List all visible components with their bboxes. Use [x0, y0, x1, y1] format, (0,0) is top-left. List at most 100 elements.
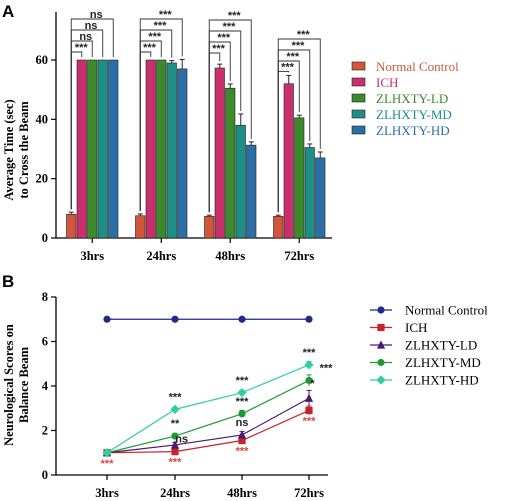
significance-label: ***: [212, 43, 226, 55]
point-zlhxty-ld: [170, 440, 180, 449]
significance-label: ***: [75, 42, 89, 54]
red-significance-label: ***: [303, 415, 317, 427]
legend-a-label: ZLHXTY-MD: [376, 107, 452, 122]
bar-zlhxty-hd: [315, 157, 326, 239]
chart-b-xtick-label: 72hrs: [294, 486, 324, 500]
chart-b-ylabel-line1: Neurological Scores on: [2, 324, 16, 446]
bar-normal-control: [273, 216, 284, 239]
legend-b-marker: [377, 358, 385, 367]
point-zlhxty-hd: [102, 448, 112, 458]
panel-a-label: A: [2, 2, 14, 21]
significance-bracket: [139, 18, 183, 211]
significance-label: ns: [236, 417, 249, 429]
legend-b-marker: [377, 306, 385, 314]
chart-a-ytick-label: 0: [42, 231, 48, 245]
point-zlhxty-md: [171, 432, 179, 440]
significance-bracket: [70, 18, 114, 210]
point-zlhxty-md: [238, 410, 246, 418]
chart-b-xtick-label: 48hrs: [227, 486, 257, 500]
significance-label: ns: [85, 20, 98, 32]
bar-zlhxty-hd: [177, 68, 188, 239]
significance-label: ***: [297, 29, 311, 41]
point-zlhxty-ld: [304, 393, 314, 402]
legend-b-marker: [376, 375, 386, 385]
significance-label: ns: [175, 434, 188, 446]
significance-bracket: [277, 38, 321, 213]
legend-b-label: ICH: [405, 320, 427, 335]
significance-label: ***: [286, 51, 300, 63]
legend-b-label: ZLHXTY-HD: [405, 373, 479, 388]
point-zlhxty-md: [305, 376, 313, 385]
significance-label: ***: [292, 40, 306, 52]
legend-a-swatch: [351, 61, 366, 71]
chart-a-ytick-label: 20: [36, 172, 49, 186]
bar-ich: [145, 59, 156, 239]
legend-b-label: Normal Control: [405, 303, 488, 318]
legend-a-label: ICH: [376, 75, 398, 90]
chart-a-xtick-label: 72hrs: [284, 249, 314, 263]
chart-b-ytick-label: 8: [42, 290, 48, 304]
chart-b-ytick-label: 0: [42, 468, 48, 482]
significance-label: ***: [320, 363, 334, 375]
significance-label: ***: [169, 391, 183, 403]
significance-label: *: [310, 378, 315, 390]
bar-normal-control: [204, 216, 215, 239]
significance-label: ***: [159, 9, 173, 21]
chart-a-xtick-label: 3hrs: [80, 249, 104, 263]
bar-zlhxty-md: [304, 147, 315, 239]
legend-b-label: ZLHXTY-LD: [405, 338, 477, 353]
red-significance-label: ***: [236, 446, 250, 458]
significance-label: ***: [223, 21, 237, 33]
significance-label: ns: [79, 31, 92, 43]
legend-b-marker: [376, 340, 386, 349]
bar-zlhxty-ld: [156, 59, 167, 239]
bar-ich: [76, 59, 87, 239]
bar-chart-average-time: Average Time (sec) to Cross the Beam 0 20…: [2, 9, 332, 263]
significance-label: ***: [148, 31, 162, 43]
chart-a-ylabel-line1: Average Time (sec): [2, 99, 16, 200]
point-zlhxty-hd: [237, 388, 247, 398]
significance-bracket: [208, 19, 252, 213]
point-zlhxty-ld: [237, 430, 247, 439]
bar-zlhxty-ld: [225, 87, 236, 239]
chart-b-ytick-label: 2: [42, 424, 48, 438]
significance-label: ***: [228, 10, 242, 22]
significance-label: ***: [281, 61, 295, 73]
chart-a-ytick-label: 40: [36, 112, 49, 126]
significance-label: **: [171, 418, 180, 430]
legend-a-swatch: [351, 77, 366, 87]
line-zlhxty-hd: [106, 364, 310, 454]
legend-a-label: Normal Control: [376, 59, 459, 74]
legend-a-swatch: [351, 93, 366, 103]
significance-label: ***: [236, 375, 250, 387]
chart-a-legend: Normal ControlICHZLHXTY-LDZLHXTY-MDZLHXT…: [351, 59, 459, 138]
bar-ich: [214, 67, 225, 239]
bar-zlhxty-md: [235, 124, 246, 239]
point-normal-control: [103, 315, 111, 323]
point-ich: [305, 406, 313, 415]
point-zlhxty-hd: [304, 360, 314, 370]
bar-zlhxty-ld: [87, 59, 98, 239]
point-normal-control: [171, 315, 179, 323]
bar-zlhxty-ld: [294, 117, 305, 239]
point-zlhxty-hd: [170, 404, 180, 414]
bar-zlhxty-hd: [108, 59, 119, 239]
bar-normal-control: [135, 215, 146, 239]
chart-b-xtick-label: 3hrs: [95, 486, 119, 500]
legend-a-label: ZLHXTY-LD: [376, 91, 448, 106]
legend-b-label: ZLHXTY-MD: [405, 355, 481, 370]
point-ich: [171, 448, 179, 456]
point-normal-control: [238, 315, 246, 323]
chart-a-ylabel-line2: to Cross the Beam: [17, 101, 31, 199]
bar-ich: [283, 83, 294, 239]
legend-a-swatch: [351, 125, 366, 135]
panel-b-label: B: [2, 272, 14, 291]
line-zlhxty-ld: [106, 397, 310, 454]
legend-b-marker: [377, 323, 385, 332]
line-zlhxty-md: [106, 379, 310, 454]
chart-b-ytick-label: 6: [42, 335, 48, 349]
significance-label: ***: [143, 42, 157, 54]
chart-b-ylabel-line2: Balance Beam: [17, 346, 31, 423]
chart-b-legend: Normal Control ICH ZLHXTY-LD ZLHXTY-MD ZLHXT…: [370, 303, 488, 388]
legend-a-label: ZLHXTY-HD: [376, 123, 450, 138]
